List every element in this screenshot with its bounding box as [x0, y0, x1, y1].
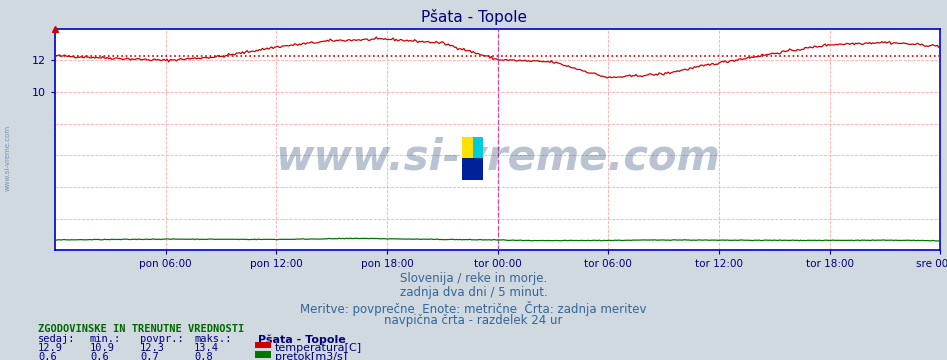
- Text: Meritve: povprečne  Enote: metrične  Črta: zadnja meritev: Meritve: povprečne Enote: metrične Črta:…: [300, 301, 647, 316]
- Text: 0.7: 0.7: [140, 352, 159, 360]
- Bar: [462, 137, 473, 158]
- Text: ZGODOVINSKE IN TRENUTNE VREDNOSTI: ZGODOVINSKE IN TRENUTNE VREDNOSTI: [38, 324, 244, 334]
- Text: 12.3: 12.3: [140, 343, 165, 353]
- Text: 0.8: 0.8: [194, 352, 213, 360]
- Text: Slovenija / reke in morje.: Slovenija / reke in morje.: [400, 272, 547, 285]
- Text: 0.6: 0.6: [38, 352, 57, 360]
- Text: 12.9: 12.9: [38, 343, 63, 353]
- Text: Pšata - Topole: Pšata - Topole: [258, 334, 346, 345]
- Text: maks.:: maks.:: [194, 334, 232, 344]
- Bar: [462, 158, 483, 180]
- Text: pretok[m3/s]: pretok[m3/s]: [275, 352, 347, 360]
- Text: 10.9: 10.9: [90, 343, 115, 353]
- Bar: [473, 137, 483, 158]
- Text: sedaj:: sedaj:: [38, 334, 76, 344]
- Text: temperatura[C]: temperatura[C]: [275, 343, 362, 353]
- Text: navpična črta - razdelek 24 ur: navpična črta - razdelek 24 ur: [384, 314, 563, 327]
- Text: www.si-vreme.com: www.si-vreme.com: [276, 136, 720, 178]
- Text: www.si-vreme.com: www.si-vreme.com: [5, 125, 10, 192]
- Text: povpr.:: povpr.:: [140, 334, 184, 344]
- Text: min.:: min.:: [90, 334, 121, 344]
- Text: 0.6: 0.6: [90, 352, 109, 360]
- Text: zadnja dva dni / 5 minut.: zadnja dva dni / 5 minut.: [400, 286, 547, 299]
- Text: 13.4: 13.4: [194, 343, 219, 353]
- Text: Pšata - Topole: Pšata - Topole: [420, 9, 527, 25]
